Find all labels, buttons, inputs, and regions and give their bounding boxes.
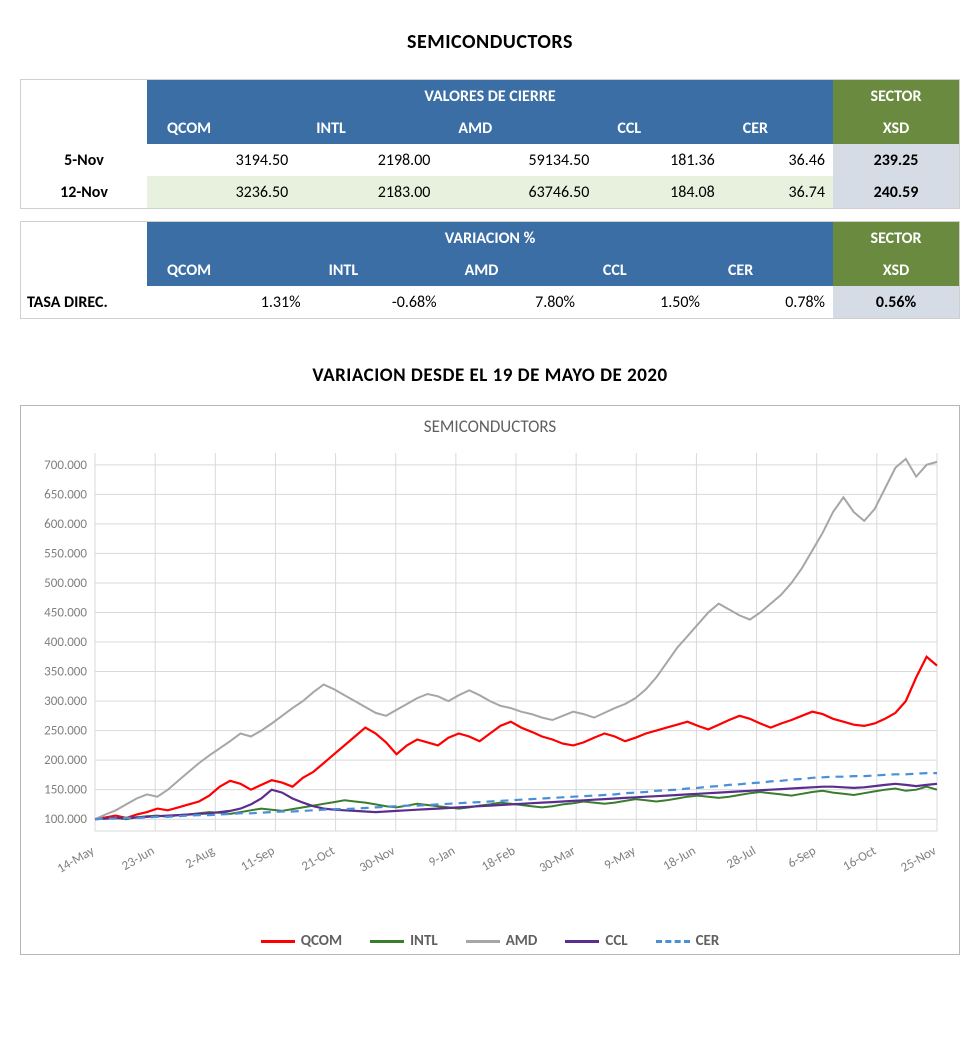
table-cell: 1.31% — [147, 286, 309, 318]
page-title: SEMICONDUCTORS — [20, 30, 960, 54]
col-header: AMD — [438, 112, 597, 144]
svg-text:16-Oct: 16-Oct — [841, 843, 880, 874]
svg-text:500.000: 500.000 — [44, 576, 87, 591]
closing-values-table: VALORES DE CIERRE SECTOR QCOMINTLAMDCCLC… — [20, 79, 960, 209]
table2-header: VARIACION % — [147, 222, 833, 254]
svg-text:650.000: 650.000 — [44, 487, 87, 502]
table-cell: 0.78% — [708, 286, 833, 318]
col-header: CCL — [583, 254, 708, 286]
col-header: CER — [708, 254, 833, 286]
table-cell: 2198.00 — [296, 144, 438, 176]
svg-text:30-Nov: 30-Nov — [357, 843, 398, 875]
svg-text:200.000: 200.000 — [44, 753, 87, 768]
svg-text:14-May: 14-May — [55, 843, 97, 876]
legend-item: QCOM — [261, 932, 342, 950]
svg-text:700.000: 700.000 — [44, 458, 87, 473]
svg-text:600.000: 600.000 — [44, 517, 87, 532]
svg-text:2-Aug: 2-Aug — [183, 843, 217, 872]
col-header-sector: XSD — [833, 254, 959, 286]
legend-item: AMD — [466, 932, 538, 950]
table2-sector-header: SECTOR — [833, 222, 959, 254]
svg-text:450.000: 450.000 — [44, 605, 87, 620]
legend-item: INTL — [370, 932, 438, 950]
chart-section-title: VARIACION DESDE EL 19 DE MAYO DE 2020 — [20, 364, 960, 387]
svg-text:18-Jun: 18-Jun — [661, 843, 699, 874]
col-header: CER — [723, 112, 833, 144]
col-header: INTL — [296, 112, 438, 144]
col-header-sector: XSD — [833, 112, 959, 144]
svg-text:30-Mar: 30-Mar — [537, 843, 579, 876]
chart-title: SEMICONDUCTORS — [25, 416, 955, 437]
line-chart: 100.000 150.000 200.000 250.000 300.000 350.0… — [25, 443, 945, 923]
svg-text:350.000: 350.000 — [44, 665, 87, 680]
legend-item: CCL — [565, 932, 627, 950]
svg-text:9-May: 9-May — [602, 843, 639, 873]
col-header: QCOM — [147, 254, 309, 286]
table-cell: 59134.50 — [438, 144, 597, 176]
svg-text:28-Jul: 28-Jul — [724, 843, 758, 872]
table-cell: 2183.00 — [296, 176, 438, 208]
table-cell: -0.68% — [309, 286, 445, 318]
svg-text:23-Jun: 23-Jun — [119, 843, 157, 874]
svg-text:250.000: 250.000 — [44, 724, 87, 739]
table1-sector-header: SECTOR — [833, 80, 959, 112]
svg-text:150.000: 150.000 — [44, 783, 87, 798]
table-cell: 3194.50 — [147, 144, 296, 176]
table-cell: 181.36 — [597, 144, 722, 176]
col-header: AMD — [445, 254, 583, 286]
table-cell: 7.80% — [445, 286, 583, 318]
row-label: 12-Nov — [21, 176, 147, 208]
svg-text:9-Jan: 9-Jan — [426, 843, 458, 870]
chart-legend: QCOM INTL AMD CCL CER — [25, 928, 955, 952]
sector-cell: 0.56% — [833, 286, 959, 318]
chart-container: SEMICONDUCTORS 100.000 150.000 200.000 250.… — [20, 405, 960, 955]
col-header: INTL — [309, 254, 445, 286]
svg-text:100.000: 100.000 — [44, 812, 87, 827]
row-label: TASA DIREC. — [21, 286, 147, 318]
svg-text:18-Feb: 18-Feb — [479, 843, 518, 874]
legend-item: CER — [656, 932, 720, 950]
svg-text:300.000: 300.000 — [44, 694, 87, 709]
table-cell: 3236.50 — [147, 176, 296, 208]
svg-text:400.000: 400.000 — [44, 635, 87, 650]
svg-text:25-Nov: 25-Nov — [898, 843, 939, 875]
col-header: QCOM — [147, 112, 296, 144]
table1-header: VALORES DE CIERRE — [147, 80, 833, 112]
sector-cell: 240.59 — [833, 176, 959, 208]
table-cell: 184.08 — [597, 176, 722, 208]
svg-text:21-Oct: 21-Oct — [299, 843, 338, 874]
row-label: 5-Nov — [21, 144, 147, 176]
table-cell: 1.50% — [583, 286, 708, 318]
table-cell: 36.46 — [723, 144, 833, 176]
svg-text:550.000: 550.000 — [44, 546, 87, 561]
sector-cell: 239.25 — [833, 144, 959, 176]
svg-text:11-Sep: 11-Sep — [238, 843, 277, 874]
table-cell: 36.74 — [723, 176, 833, 208]
variation-table: VARIACION % SECTOR QCOMINTLAMDCCLCERXSD … — [20, 221, 960, 319]
table-cell: 63746.50 — [438, 176, 597, 208]
svg-text:6-Sep: 6-Sep — [785, 843, 818, 871]
col-header: CCL — [597, 112, 722, 144]
